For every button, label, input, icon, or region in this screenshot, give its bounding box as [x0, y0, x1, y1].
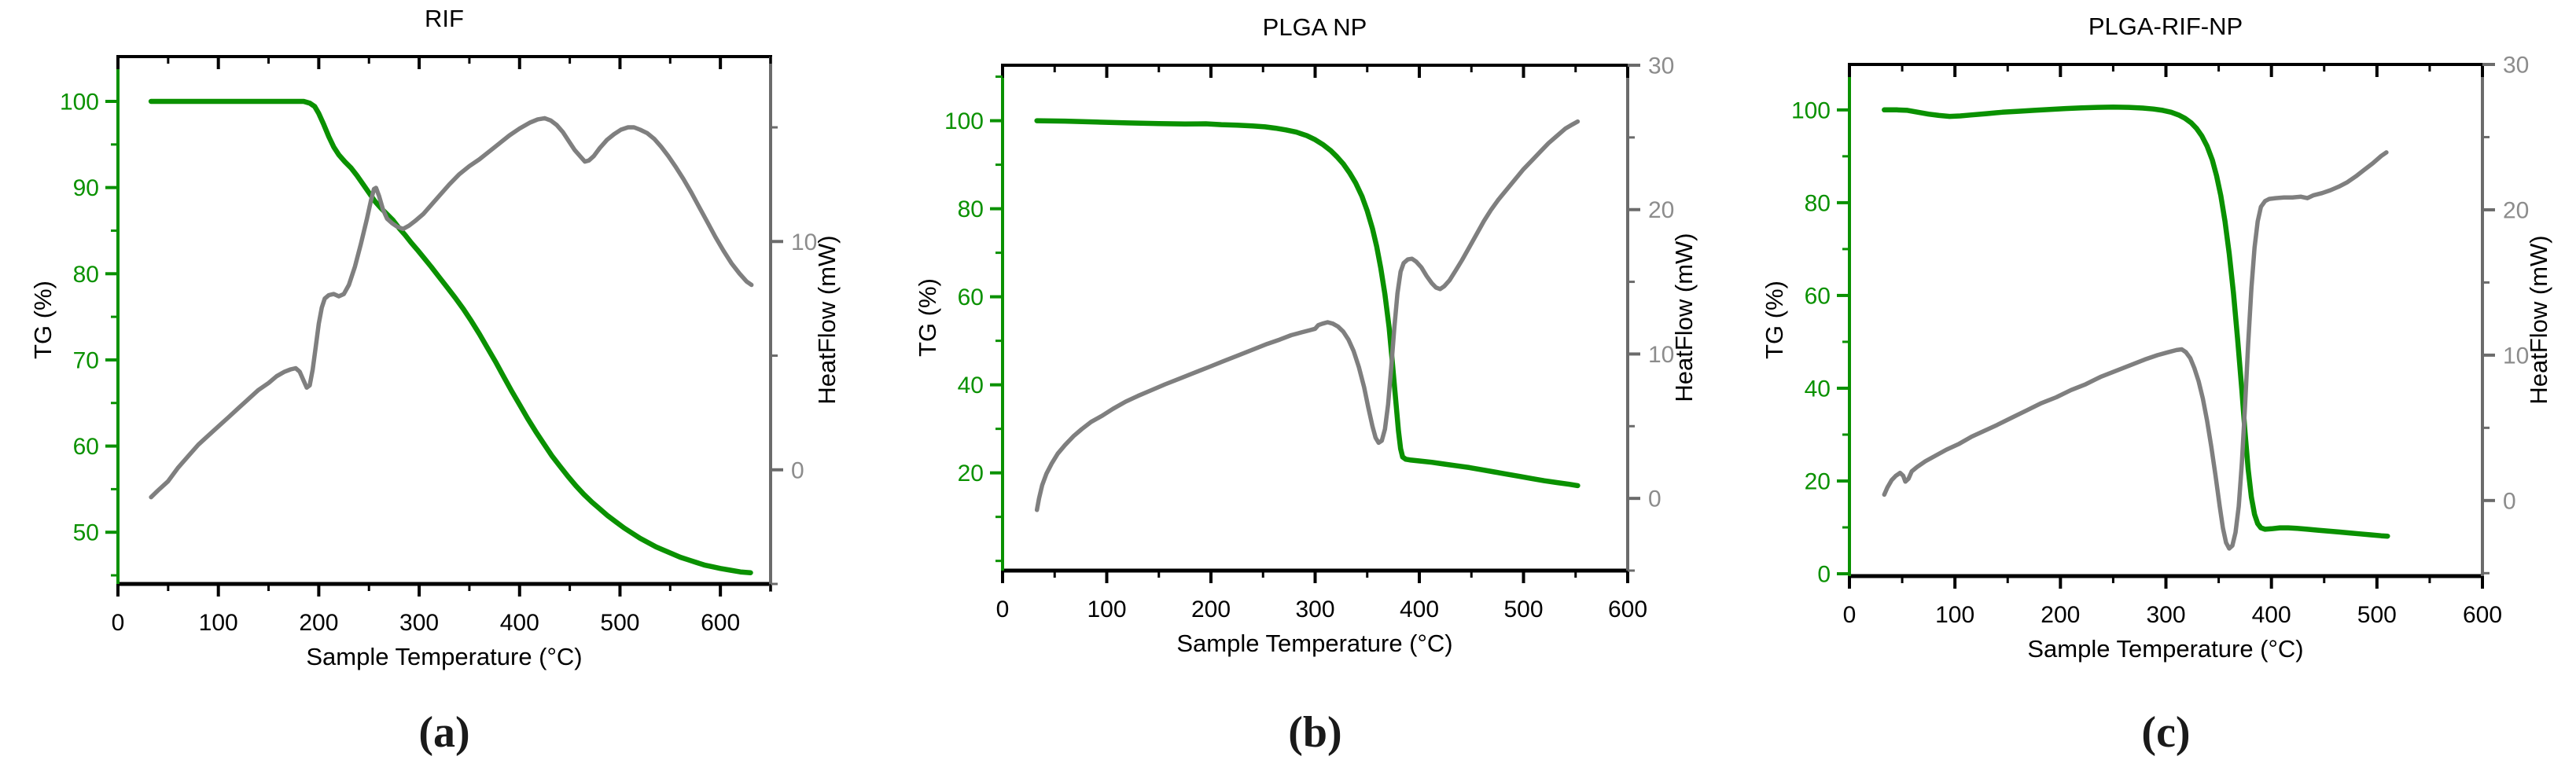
a-tg-curve — [148, 98, 753, 575]
x-axis-title-c: Sample Temperature (°C) — [2027, 635, 2304, 663]
right-tick-label: 10 — [791, 229, 817, 255]
panel-caption-c: (c) — [2141, 708, 2191, 757]
left-tick-label: 60 — [1805, 283, 1831, 309]
left-tick-label: 80 — [1805, 190, 1831, 216]
right-tick-label: 30 — [2503, 53, 2529, 79]
x-tick-label: 0 — [996, 597, 1010, 622]
right-y-axis-title-a: HeatFlow (mW) — [813, 235, 841, 405]
x-tick-label: 100 — [199, 610, 238, 636]
x-tick-label: 300 — [1295, 597, 1334, 622]
x-tick-label: 300 — [2146, 602, 2185, 628]
left-y-axis-title-a: TG (%) — [29, 281, 57, 359]
right-tick-label: 10 — [1648, 342, 1674, 368]
left-tick-label: 60 — [958, 285, 984, 310]
left-tick-label: 100 — [1791, 97, 1831, 123]
x-tick-label: 400 — [500, 610, 539, 636]
chart-title-a: RIF — [425, 5, 464, 32]
x-tick-label: 500 — [2357, 602, 2397, 628]
left-tick-label: 70 — [73, 347, 99, 373]
chart-panel-b: 0 100 200 300 400 500 600 20 40 60 80 100 0 10 20 30 PL… — [859, 0, 1717, 782]
c-heatflow-curve — [1882, 150, 2389, 551]
x-tick-label: 400 — [2252, 602, 2291, 628]
x-tick-label: 100 — [1935, 602, 1974, 628]
right-y-axis-title-c: HeatFlow (mW) — [2525, 235, 2552, 405]
x-tick-label: 500 — [600, 610, 639, 636]
x-tick-label: 200 — [2041, 602, 2080, 628]
left-tick-label: 40 — [1805, 376, 1831, 402]
left-tick-label: 20 — [1805, 469, 1831, 495]
panel-caption-b: (b) — [1288, 708, 1342, 757]
b-heatflow-curve — [1034, 119, 1581, 512]
x-tick-label: 600 — [2463, 602, 2502, 628]
left-tick-label: 80 — [958, 196, 984, 222]
chart-panel-a: 0 100 200 300 400 500 600 50 60 70 80 90 100 0 10 RIF … — [0, 0, 859, 782]
c-tg-curve — [1882, 105, 2390, 539]
right-y-axis-title-b: HeatFlow (mW) — [1670, 233, 1698, 402]
a-heatflow-curve — [149, 116, 754, 500]
chart-canvas-c: 0 100 200 300 400 500 600 0 20 40 60 80 100 0 10 20 30 — [1791, 53, 2529, 629]
left-tick-label: 80 — [73, 262, 99, 288]
left-tick-label: 0 — [1817, 562, 1831, 588]
x-tick-label: 200 — [299, 610, 338, 636]
x-tick-label: 400 — [1400, 597, 1439, 622]
x-tick-label: 100 — [1087, 597, 1126, 622]
chart-title-c: PLGA-RIF-NP — [2088, 13, 2243, 40]
right-tick-label: 0 — [1648, 486, 1662, 512]
x-tick-label: 0 — [112, 610, 125, 636]
left-tick-label: 100 — [944, 108, 984, 134]
right-tick-label: 30 — [1648, 53, 1674, 79]
left-tick-label: 60 — [73, 434, 99, 460]
left-tick-label: 50 — [73, 520, 99, 546]
panel-caption-a: (a) — [418, 708, 470, 757]
x-tick-label: 600 — [701, 610, 740, 636]
right-tick-label: 0 — [791, 457, 804, 483]
x-tick-label: 200 — [1191, 597, 1231, 622]
chart-title-b: PLGA NP — [1262, 13, 1367, 41]
right-tick-label: 0 — [2503, 488, 2516, 514]
chart-canvas-a: 0 100 200 300 400 500 600 50 60 70 80 90 100 0 10 — [60, 55, 817, 636]
chart-canvas-b: 0 100 200 300 400 500 600 20 40 60 80 100 0 10 20 30 — [944, 53, 1674, 623]
x-tick-label: 600 — [1608, 597, 1647, 622]
left-y-axis-title-b: TG (%) — [914, 278, 941, 357]
right-tick-label: 20 — [2503, 197, 2529, 223]
left-tick-label: 90 — [73, 175, 99, 201]
left-tick-label: 40 — [958, 373, 984, 398]
left-tick-label: 20 — [958, 461, 984, 486]
right-tick-label: 20 — [1648, 197, 1674, 223]
x-axis-title-a: Sample Temperature (°C) — [306, 643, 583, 670]
x-tick-label: 500 — [1503, 597, 1543, 622]
left-y-axis-title-c: TG (%) — [1761, 281, 1788, 359]
x-tick-label: 300 — [399, 610, 439, 636]
right-tick-label: 10 — [2503, 343, 2529, 369]
x-tick-label: 0 — [1843, 602, 1857, 628]
x-axis-title-b: Sample Temperature (°C) — [1176, 630, 1453, 657]
left-tick-label: 100 — [60, 90, 99, 116]
b-tg-curve — [1034, 118, 1581, 489]
chart-panel-c: 0 100 200 300 400 500 600 0 20 40 60 80 100 0 10 20 30 P… — [1717, 0, 2576, 782]
